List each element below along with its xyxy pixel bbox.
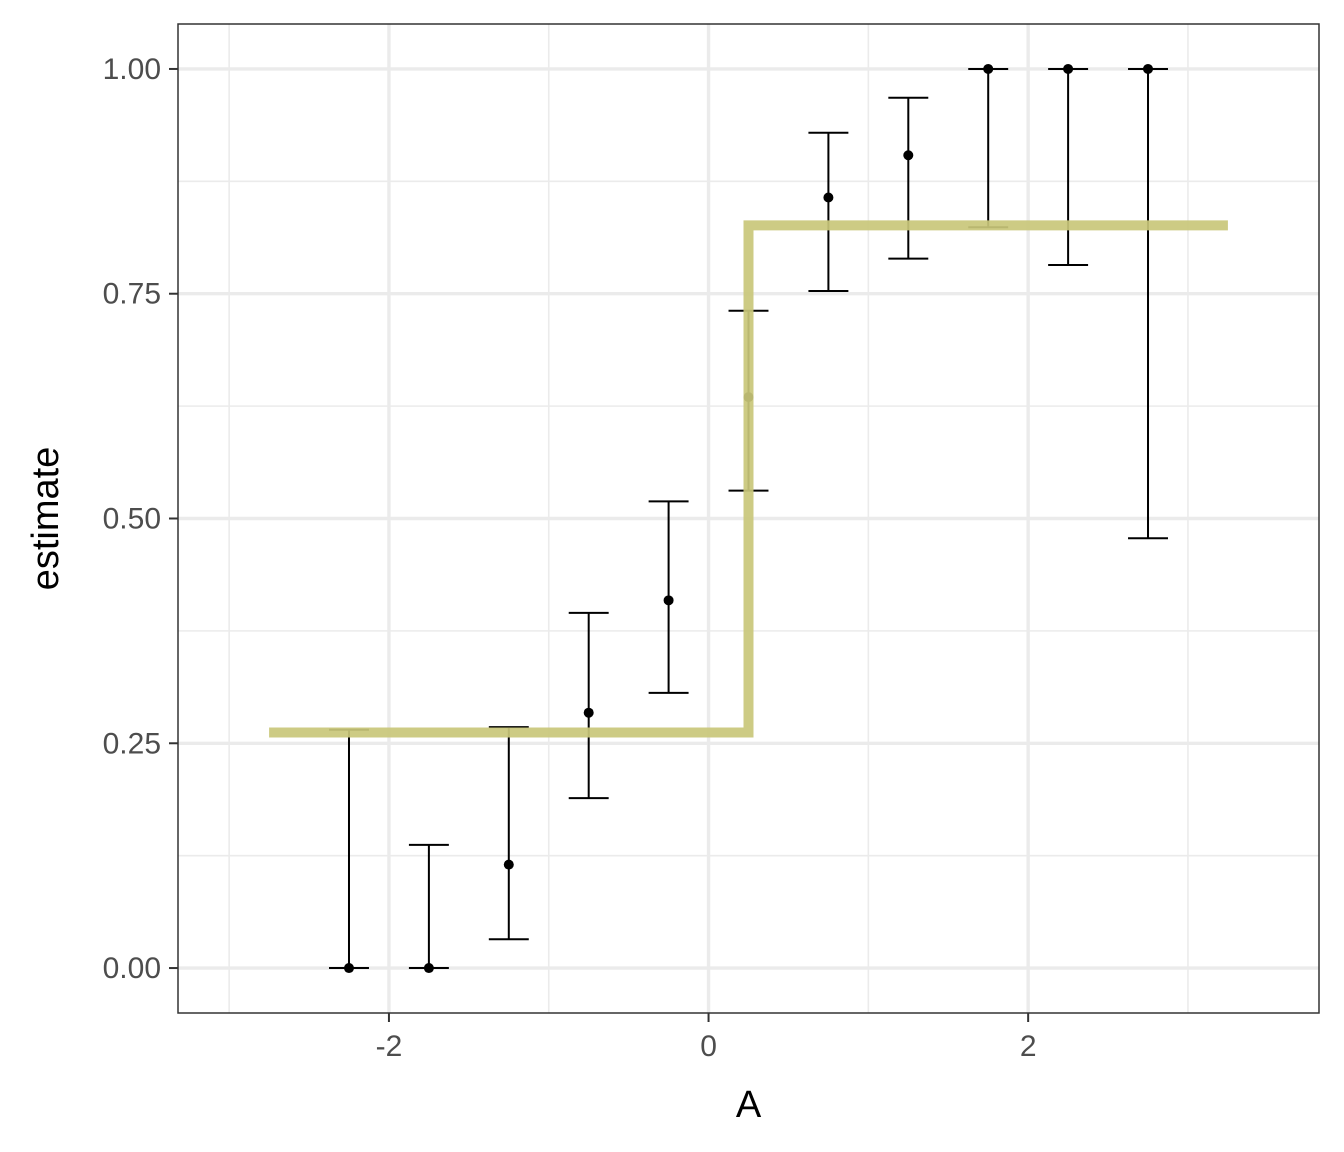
y-tick-label: 0.00 [103, 952, 161, 985]
data-point [583, 707, 594, 718]
step-line [269, 220, 1228, 738]
point-layer [343, 63, 1154, 974]
errorbar [808, 131, 849, 293]
axis-ticks [169, 67, 1030, 1022]
data-point [983, 63, 994, 74]
data-point [423, 963, 434, 974]
y-tick-label: 0.50 [103, 503, 161, 536]
data-point [663, 595, 674, 606]
x-tick-label: 0 [700, 1030, 717, 1063]
data-point [903, 150, 914, 161]
x-tick-label: 2 [1020, 1030, 1037, 1063]
errorbar-layer [329, 67, 1168, 970]
x-tick-label: -2 [376, 1030, 403, 1063]
step-line-layer [269, 220, 1228, 738]
y-tick-label: 1.00 [103, 53, 161, 86]
data-point [1143, 63, 1154, 74]
y-tick-labels: 0.00 0.25 0.50 0.75 1.00 [103, 53, 161, 985]
errorbar [488, 726, 529, 941]
x-tick-labels: -2 0 2 [376, 1030, 1037, 1063]
errorbar [568, 611, 609, 800]
data-point [343, 963, 354, 974]
y-axis-title: estimate [25, 447, 67, 591]
data-point [503, 859, 514, 870]
data-point [1063, 63, 1074, 74]
x-axis-title: A [736, 1084, 762, 1126]
data-point [823, 192, 834, 203]
errorbar [888, 96, 929, 260]
y-tick-label: 0.25 [103, 727, 161, 760]
y-tick-label: 0.75 [103, 278, 161, 311]
